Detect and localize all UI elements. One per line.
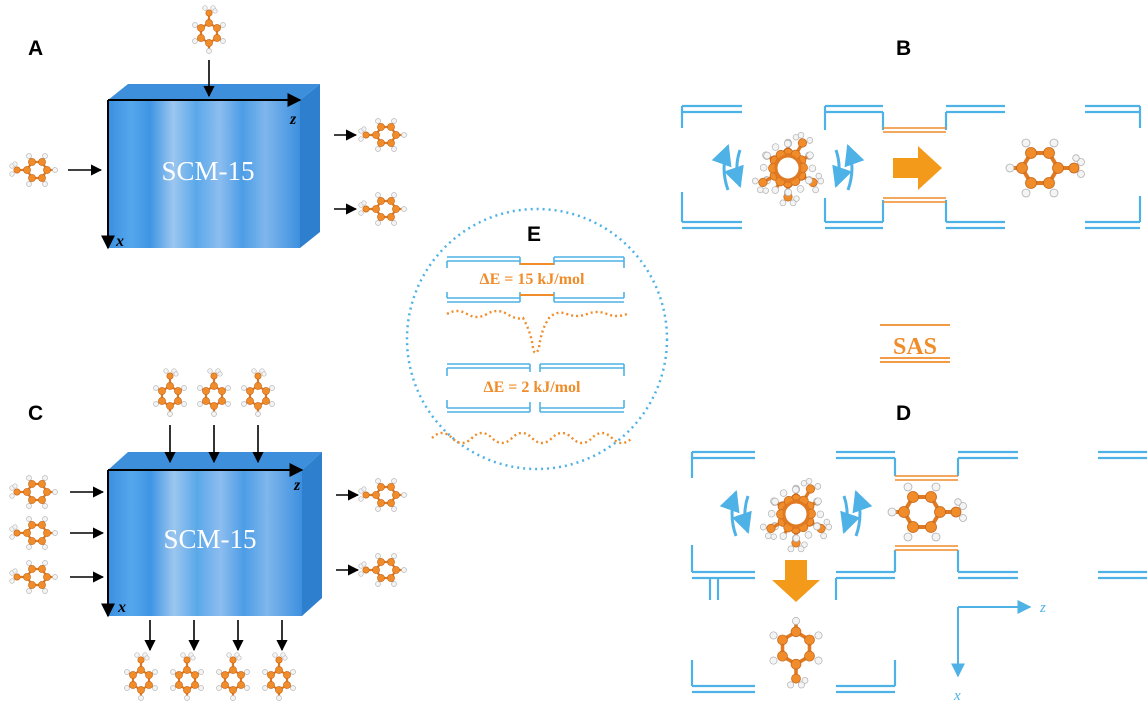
rotation-arrow-icon bbox=[732, 492, 748, 536]
x-axis-label: x bbox=[117, 599, 126, 616]
inset-circle bbox=[405, 207, 669, 471]
panel-label-a: A bbox=[28, 37, 43, 60]
toluene-molecule-icon bbox=[357, 552, 408, 588]
toluene-molecule-icon bbox=[1004, 137, 1087, 199]
energy-barrier-low: ΔE = 2 kJ/mol bbox=[484, 379, 581, 396]
rotating-toluene-molecule-icon bbox=[743, 123, 833, 208]
rotation-arrow-icon bbox=[844, 492, 860, 536]
toluene-molecule-icon bbox=[242, 369, 275, 417]
x-axis-label: x bbox=[115, 233, 124, 250]
crystal-side-face bbox=[302, 452, 322, 616]
panel-b: B bbox=[680, 37, 1142, 230]
panel-c: C SCM-15 z x bbox=[8, 369, 408, 701]
channel-schematic-lower bbox=[446, 363, 625, 413]
toluene-molecule-icon bbox=[8, 152, 59, 188]
z-axis-label: z bbox=[1039, 600, 1046, 616]
rotating-toluene-molecule-icon bbox=[751, 469, 841, 554]
toluene-molecule-icon bbox=[357, 117, 408, 153]
toluene-molecule-icon bbox=[886, 481, 969, 543]
sas-legend: SAS bbox=[880, 324, 950, 363]
toluene-molecule-icon bbox=[125, 653, 158, 701]
toluene-molecule-icon bbox=[263, 653, 296, 701]
toluene-molecule-icon bbox=[8, 515, 59, 551]
toluene-molecule-icon bbox=[8, 559, 59, 595]
panel-label-d: D bbox=[896, 402, 911, 425]
crystal-front-face bbox=[108, 470, 302, 616]
toluene-molecule-icon bbox=[8, 474, 59, 510]
toluene-molecule-icon bbox=[198, 369, 231, 417]
crystal-front-face bbox=[108, 100, 300, 248]
toluene-molecule-icon bbox=[154, 369, 187, 417]
toluene-molecule-icon bbox=[217, 653, 250, 701]
panel-label-c: C bbox=[28, 402, 43, 425]
toluene-molecule-icon bbox=[768, 615, 824, 690]
crystal-top-face bbox=[108, 84, 320, 100]
sas-window bbox=[883, 127, 946, 203]
panel-label-e: E bbox=[527, 223, 541, 246]
crystal-side-face bbox=[300, 84, 320, 248]
sas-label: SAS bbox=[893, 334, 937, 360]
crystal-label: SCM-15 bbox=[163, 524, 256, 554]
energy-barrier-high: ΔE = 15 kJ/mol bbox=[480, 271, 585, 288]
toluene-molecule-icon bbox=[357, 191, 408, 227]
z-axis-label: z bbox=[293, 477, 301, 494]
panel-a: A SCM-15 z x bbox=[8, 6, 408, 250]
diffusion-arrow-icon bbox=[772, 560, 820, 602]
z-axis-label: z bbox=[289, 111, 297, 128]
toluene-molecule-icon bbox=[193, 6, 226, 54]
channel-walls bbox=[690, 450, 1147, 694]
rotation-arrow-icon bbox=[724, 146, 740, 190]
energy-profile-high bbox=[446, 309, 628, 355]
panel-e: E ΔE = 15 kJ/mol ΔE = 2 kJ/mol bbox=[405, 207, 669, 471]
x-axis-label: x bbox=[953, 688, 961, 704]
channel-schematic-upper bbox=[446, 256, 625, 303]
channel-walls bbox=[680, 104, 1142, 230]
panel-d: D z x bbox=[690, 402, 1147, 704]
rotation-arrow-icon bbox=[836, 146, 852, 190]
crystal-top-face bbox=[108, 452, 322, 470]
diffusion-arrow-icon bbox=[893, 146, 942, 190]
toluene-molecule-icon bbox=[357, 477, 408, 513]
toluene-molecule-icon bbox=[171, 653, 204, 701]
panel-label-b: B bbox=[896, 37, 911, 60]
crystal-label: SCM-15 bbox=[161, 156, 254, 186]
sas-window bbox=[895, 475, 958, 551]
